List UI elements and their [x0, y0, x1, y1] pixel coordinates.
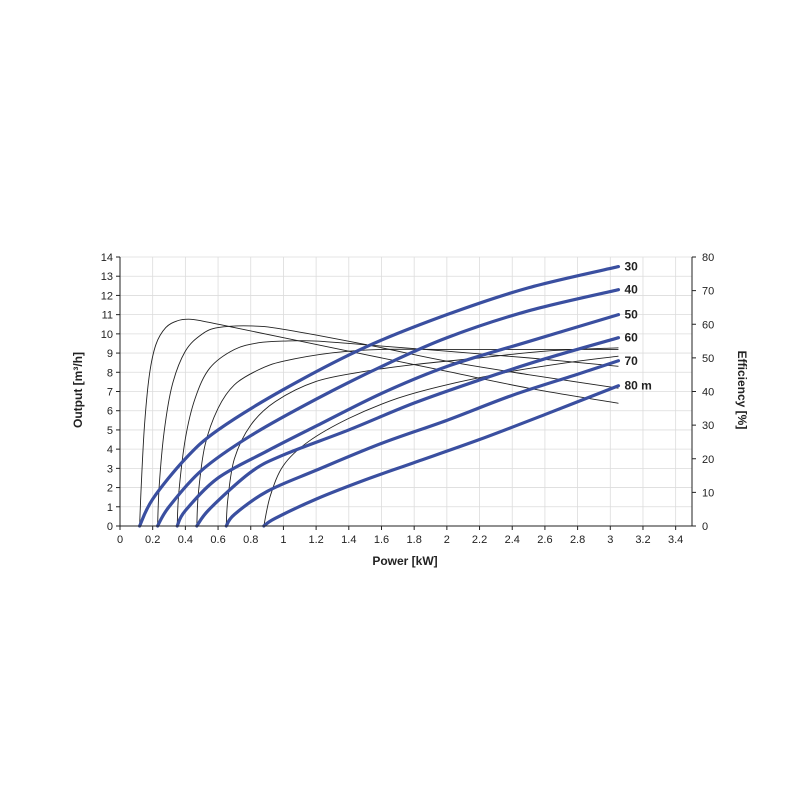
y-tick-label: 3	[107, 463, 113, 475]
output-curve-3	[195, 336, 621, 528]
y2-tick-label: 60	[702, 319, 714, 331]
x-tick-label: 2.4	[505, 534, 520, 546]
x-axis-title: Power [kW]	[372, 554, 437, 568]
efficiency-curve-5	[263, 355, 619, 527]
y-tick-label: 14	[101, 252, 113, 264]
output-curves	[138, 265, 621, 528]
y2-tick-label: 80	[702, 252, 714, 264]
y2-tick-label: 10	[702, 487, 714, 499]
output-curve-label: 30	[624, 260, 638, 274]
x-tick-label: 0.8	[243, 534, 258, 546]
x-tick-label: 2.8	[570, 534, 585, 546]
y2-tick-label: 30	[702, 420, 714, 432]
y-tick-label: 12	[101, 290, 113, 302]
x-tick-label: 3.4	[668, 534, 683, 546]
y-tick-label: 1	[107, 502, 113, 514]
y-tick-label: 8	[107, 367, 113, 379]
y2-axis-title: Efficiency [%]	[735, 351, 749, 430]
series-labels: 30 40 50 60 70 80 m	[624, 260, 651, 393]
x-tick-label: 1	[280, 534, 286, 546]
output-curve-0	[138, 265, 621, 528]
output-curve-label: 60	[624, 331, 638, 345]
x-tick-label: 1.2	[308, 534, 323, 546]
x-tick-label: 0	[117, 534, 123, 546]
x-tick-label: 1.6	[374, 534, 389, 546]
output-curve-4	[224, 359, 621, 528]
y-tick-label: 5	[107, 425, 113, 437]
x-tick-label: 1.8	[407, 534, 422, 546]
x-tick-label: 3.2	[635, 534, 650, 546]
x-tick-label: 2.2	[472, 534, 487, 546]
y-tick-label: 7	[107, 387, 113, 399]
y-tick-label: 2	[107, 483, 113, 495]
efficiency-curve-0	[139, 318, 619, 527]
output-curve-label: 70	[624, 354, 638, 368]
x-tick-label: 0.2	[145, 534, 160, 546]
y-tick-label: 0	[107, 521, 113, 533]
y2-tick-label: 0	[702, 521, 708, 533]
y2-tick-label: 70	[702, 286, 714, 298]
x-tick-label: 2.6	[537, 534, 552, 546]
output-curve-1	[155, 288, 621, 528]
output-curve-5	[262, 384, 621, 528]
x-tick-label: 0.6	[210, 534, 225, 546]
efficiency-curve-3	[196, 348, 619, 527]
y-tick-label: 6	[107, 406, 113, 418]
output-curve-label: 80 m	[624, 379, 651, 393]
y-tick-label: 9	[107, 348, 113, 360]
y-tick-label: 10	[101, 329, 113, 341]
efficiency-curve-2	[176, 340, 619, 527]
y2-tick-label: 40	[702, 387, 714, 399]
y-tick-label: 11	[102, 310, 113, 322]
y2-tick-label: 20	[702, 454, 714, 466]
y-tick-label: 4	[107, 444, 113, 456]
efficiency-curves	[139, 318, 619, 527]
output-curve-label: 50	[624, 308, 638, 322]
axes: 0 0.2 0.4 0.6 0.8 1 1.2 1.4 1.6 1.8 2 2.2 2.4 2.6 2.8 3…	[101, 252, 715, 546]
y-axis-title: Output [m³/h]	[71, 352, 85, 428]
y-tick-label: 13	[101, 271, 113, 283]
x-tick-label: 0.4	[178, 534, 193, 546]
x-tick-label: 2	[444, 534, 450, 546]
output-curve-2	[175, 313, 621, 528]
x-tick-label: 1.4	[341, 534, 356, 546]
output-curve-label: 40	[624, 283, 638, 297]
x-tick-label: 3	[607, 534, 613, 546]
y2-tick-label: 50	[702, 353, 714, 365]
